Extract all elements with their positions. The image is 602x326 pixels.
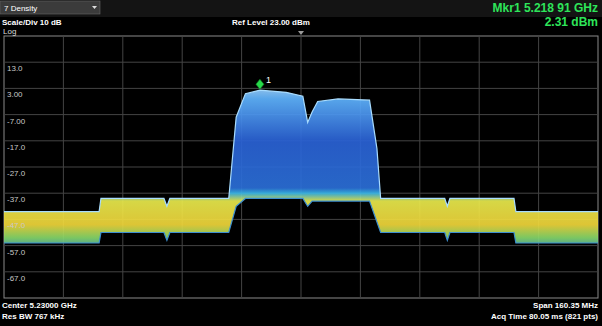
mode-label: 7 Density	[4, 4, 37, 13]
plot-data	[4, 90, 598, 243]
marker-readout: Mkr1 5.218 91 GHz	[493, 1, 598, 15]
footer-right: Span 160.35 MHz	[533, 301, 598, 310]
y-tick-label: -17.0	[7, 143, 26, 152]
grid-line-x	[538, 36, 539, 298]
background	[0, 0, 602, 326]
y-scale-label: Log	[3, 27, 16, 36]
plot-frame	[4, 36, 598, 298]
grid-line-x	[63, 36, 64, 298]
mode-dropdown[interactable]	[0, 1, 100, 14]
scale-label: Scale/Div 10 dB	[2, 18, 62, 27]
footer-left: Center 5.23000 GHz	[2, 301, 77, 310]
header-bar	[0, 0, 602, 17]
trace-line	[4, 90, 598, 211]
analyzer-screen: 13.0 3.00 -7.00 -17.0 -27.0 -37.0 -47.0 -57.0 -6…	[0, 0, 602, 326]
grid-line-x	[479, 36, 480, 298]
y-tick-label: 13.0	[7, 64, 23, 73]
marker-diamond	[256, 79, 264, 89]
grid-line-x	[122, 36, 123, 298]
marker-readout: 2.31 dBm	[545, 15, 598, 29]
y-tick-label: -47.0	[7, 221, 26, 230]
footer-right: Acq Time 80.05 ms (821 pts)	[491, 312, 598, 321]
trace-line	[4, 198, 598, 243]
y-tick-label: -67.0	[7, 274, 26, 283]
grid-line-x	[419, 36, 420, 298]
density-band	[4, 90, 598, 243]
y-tick-label: -27.0	[7, 169, 26, 178]
y-tick-label: 3.00	[7, 90, 23, 99]
dropdown-arrow	[92, 6, 97, 9]
ref-level-label: Ref Level 23.00 dBm	[232, 18, 310, 27]
y-tick-label: -57.0	[7, 248, 26, 257]
grid-line-x	[182, 36, 183, 298]
footer-left: Res BW 767 kHz	[2, 312, 64, 321]
y-tick-label: -7.00	[7, 117, 26, 126]
marker-label: 1	[266, 75, 271, 85]
center-indicator	[298, 31, 304, 35]
y-tick-label: -37.0	[7, 195, 26, 204]
